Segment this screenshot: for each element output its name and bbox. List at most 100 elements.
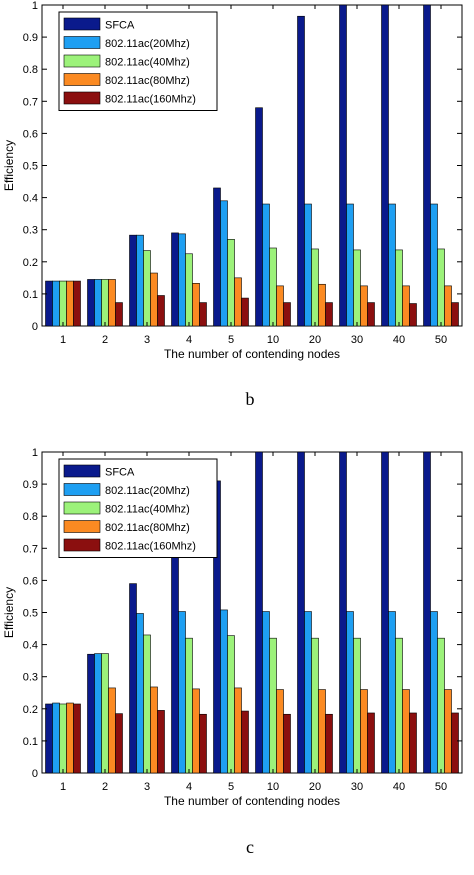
bar-s2-1 (59, 703, 67, 774)
x-tick-label: 40 (393, 781, 405, 793)
legend-label: 802.11ac(160Mhz) (105, 94, 196, 106)
y-tick-label: 0.4 (23, 193, 38, 205)
bar-s1-10 (262, 611, 270, 774)
x-tick-label: 10 (267, 334, 279, 346)
y-tick-label: 0 (32, 321, 38, 333)
panel-label-b: b (246, 389, 255, 409)
legend: SFCA 802.11ac(20Mhz) 802.11ac(40Mhz) 802.11… (58, 458, 218, 558)
bar-s4-5 (241, 710, 249, 774)
bar-s4-3 (157, 710, 165, 774)
bar-s3-20 (318, 283, 326, 327)
bar-sfca-30 (339, 451, 347, 774)
y-tick-label: 0.5 (23, 161, 38, 173)
bar-s2-4 (185, 253, 193, 327)
bar-s2-50 (437, 637, 445, 774)
x-tick-label: 1 (60, 781, 66, 793)
bar-s4-40 (409, 712, 417, 774)
chart-panel-b: 0 0.1 0.2 0.3 0.4 0.5 0.6 0.7 0.8 0.9 1 1 2 3 4 5 10 20 3… (2, 0, 463, 409)
x-tick-label: 5 (228, 781, 234, 793)
bar-s4-2 (115, 302, 123, 327)
bar-s3-5 (234, 277, 242, 327)
bar-s2-1 (59, 280, 67, 327)
bar-sfca-1 (45, 703, 53, 774)
bar-s2-20 (311, 248, 319, 327)
panel-label-c: c (246, 837, 254, 857)
x-tick-label: 2 (102, 781, 108, 793)
bar-sfca-5 (213, 187, 221, 327)
legend-swatch (63, 464, 101, 478)
bar-sfca-10 (255, 451, 263, 774)
bar-sfca-20 (297, 15, 305, 327)
bar-s4-20 (325, 302, 333, 327)
bar-s1-40 (388, 611, 396, 774)
bar-sfca-40 (381, 451, 389, 774)
bar-s3-30 (360, 689, 368, 774)
bar-s2-2 (101, 279, 109, 327)
legend-label: 802.11ac(20Mhz) (105, 485, 190, 497)
bar-sfca-2 (87, 279, 95, 327)
bar-s3-4 (192, 283, 200, 327)
bar-s3-40 (402, 285, 410, 327)
y-tick-label: 0.5 (23, 608, 38, 620)
y-tick-group: 0 0.1 0.2 0.3 0.4 0.5 0.6 0.7 0.8 0.9 1 (23, 0, 462, 333)
bar-s4-30 (367, 712, 375, 774)
y-axis-label: Efficiency (2, 140, 16, 191)
y-tick-label: 0.7 (23, 543, 38, 555)
bar-sfca-3 (129, 583, 137, 774)
x-tick-label: 4 (186, 334, 192, 346)
bar-s1-1 (52, 280, 60, 327)
y-tick-label: 0.4 (23, 640, 38, 652)
legend-label: 802.11ac(40Mhz) (105, 504, 190, 516)
y-tick-label: 0.2 (23, 257, 38, 269)
legend-label: 802.11ac(40Mhz) (105, 57, 190, 69)
x-tick-group: 1 2 3 4 5 10 20 30 40 50 (60, 452, 447, 793)
bar-sfca-30 (339, 4, 347, 327)
bar-s4-10 (283, 713, 291, 774)
legend-swatch (63, 520, 101, 533)
legend-swatch (63, 36, 101, 49)
bar-s4-4 (199, 302, 207, 327)
legend-label: 802.11ac(80Mhz) (105, 75, 190, 87)
y-tick-label: 0.1 (23, 289, 38, 301)
bar-s3-3 (150, 686, 158, 774)
bar-s2-30 (353, 637, 361, 774)
y-tick-label: 0.3 (23, 672, 38, 684)
bar-s3-1 (66, 280, 74, 327)
legend-swatch (63, 54, 101, 68)
x-tick-label: 4 (186, 781, 192, 793)
legend: SFCA 802.11ac(20Mhz) 802.11ac(40Mhz) 802.11… (58, 11, 218, 111)
bar-s1-20 (304, 611, 312, 774)
bar-s3-50 (444, 285, 452, 327)
x-tick-label: 5 (228, 334, 234, 346)
x-tick-group: 1 2 3 4 5 10 20 30 40 50 (60, 5, 447, 346)
bar-s1-3 (136, 234, 144, 327)
bar-s2-2 (101, 653, 109, 774)
bar-s2-40 (395, 249, 403, 327)
bar-s2-5 (227, 239, 235, 327)
y-tick-label: 0.6 (23, 575, 38, 587)
y-tick-label: 0.1 (23, 736, 38, 748)
bar-sfca-4 (171, 541, 179, 774)
bar-s4-30 (367, 302, 375, 327)
x-tick-label: 40 (393, 334, 405, 346)
bar-s2-10 (269, 637, 277, 774)
bar-sfca-50 (423, 4, 431, 327)
x-tick-label: 20 (309, 781, 321, 793)
x-tick-label: 30 (351, 781, 363, 793)
bar-s2-4 (185, 637, 193, 774)
bar-s1-4 (178, 611, 186, 774)
x-tick-label: 10 (267, 781, 279, 793)
bar-s1-50 (430, 611, 438, 774)
bar-sfca-20 (297, 451, 305, 774)
bar-sfca-2 (87, 653, 95, 774)
bar-s4-1 (73, 703, 81, 774)
bar-s1-4 (178, 233, 186, 327)
bar-s1-3 (136, 613, 144, 774)
bar-s1-50 (430, 203, 438, 327)
bar-s4-2 (115, 713, 123, 774)
bar-s4-10 (283, 302, 291, 327)
legend-swatch (63, 501, 101, 515)
bar-s1-2 (94, 653, 102, 774)
y-tick-label: 0.2 (23, 704, 38, 716)
bar-s4-20 (325, 713, 333, 774)
